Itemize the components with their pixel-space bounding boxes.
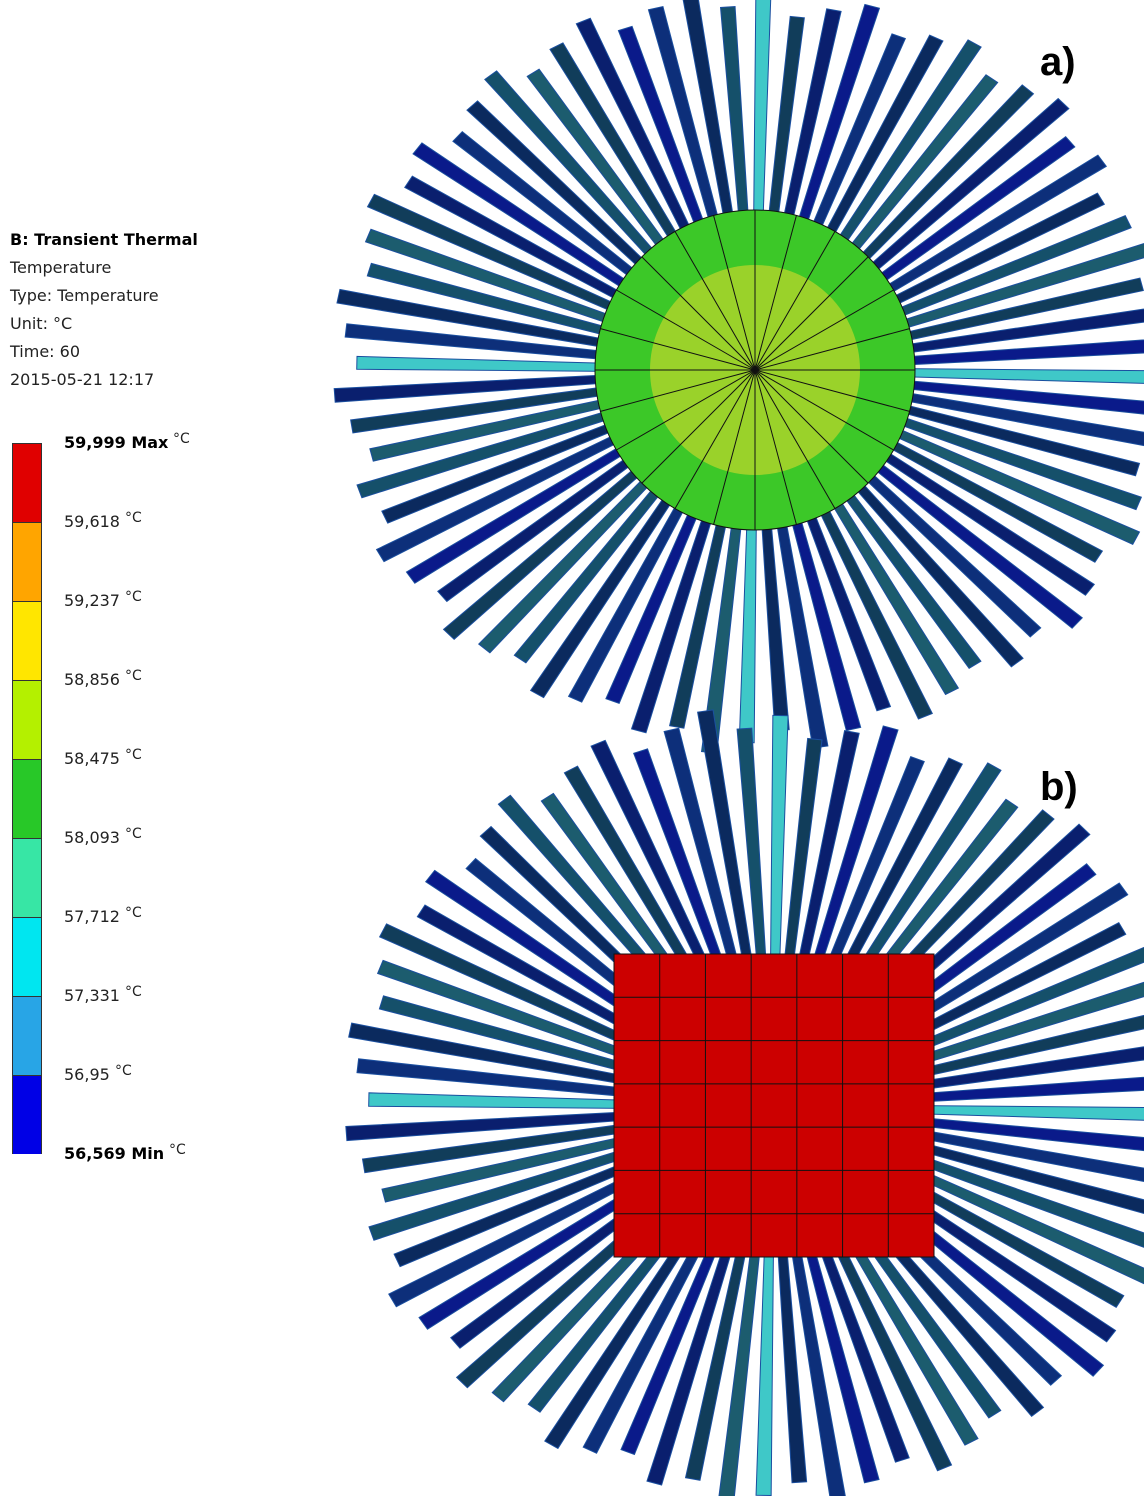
fin — [369, 1093, 623, 1109]
fin — [754, 0, 771, 235]
legend-unit: °C — [125, 510, 142, 526]
legend-unit: °C — [173, 431, 190, 447]
legend-label: 56,95 — [64, 1065, 110, 1084]
legend-band — [12, 522, 42, 601]
chip — [614, 954, 934, 1257]
fin — [756, 1246, 773, 1496]
screenshot: B: Transient Thermal a) b) Temperature Ty… — [0, 0, 1144, 1496]
legend-label: 58,475 — [64, 749, 120, 768]
fin — [739, 505, 756, 743]
legend-label: 57,712 — [64, 907, 120, 926]
legend-unit: °C — [125, 905, 142, 921]
legend-unit: °C — [125, 984, 142, 1000]
panel-label: a) — [1040, 40, 1076, 85]
legend-label: 58,856 — [64, 670, 120, 689]
legend-line: 2015-05-21 12:17 — [10, 370, 154, 389]
legend-band — [12, 443, 42, 522]
legend-band — [12, 1075, 42, 1154]
fin — [784, 738, 822, 969]
fin — [905, 369, 1144, 384]
legend-unit: °C — [115, 1063, 132, 1079]
panel-label: b) — [1040, 765, 1078, 810]
legend-band — [12, 601, 42, 680]
legend-unit: °C — [125, 589, 142, 605]
legend-line: Temperature — [10, 258, 111, 277]
legend-unit: °C — [125, 826, 142, 842]
legend-line: Type: Temperature — [10, 286, 159, 305]
fin — [771, 715, 789, 968]
legend-unit: °C — [125, 747, 142, 763]
legend-unit: °C — [125, 668, 142, 684]
legend-band — [12, 917, 42, 996]
legend-band — [12, 838, 42, 917]
legend-label: 59,237 — [64, 591, 120, 610]
legend-label: 59,618 — [64, 512, 120, 531]
legend-unit: °C — [169, 1142, 186, 1158]
legend-band — [12, 759, 42, 838]
legend-label: 56,569 Min — [64, 1144, 164, 1163]
legend-line: Time: 60 — [10, 342, 80, 361]
legend-band — [12, 680, 42, 759]
legend-title: B: Transient Thermal — [10, 230, 198, 249]
fin — [922, 1106, 1144, 1121]
render-view — [0, 0, 1144, 1496]
legend-label: 59,999 Max — [64, 433, 168, 452]
legend-label: 58,093 — [64, 828, 120, 847]
fin — [357, 356, 605, 371]
legend-band — [12, 996, 42, 1075]
fin — [767, 16, 805, 236]
legend-label: 57,331 — [64, 986, 120, 1005]
legend-line: Unit: °C — [10, 314, 72, 333]
